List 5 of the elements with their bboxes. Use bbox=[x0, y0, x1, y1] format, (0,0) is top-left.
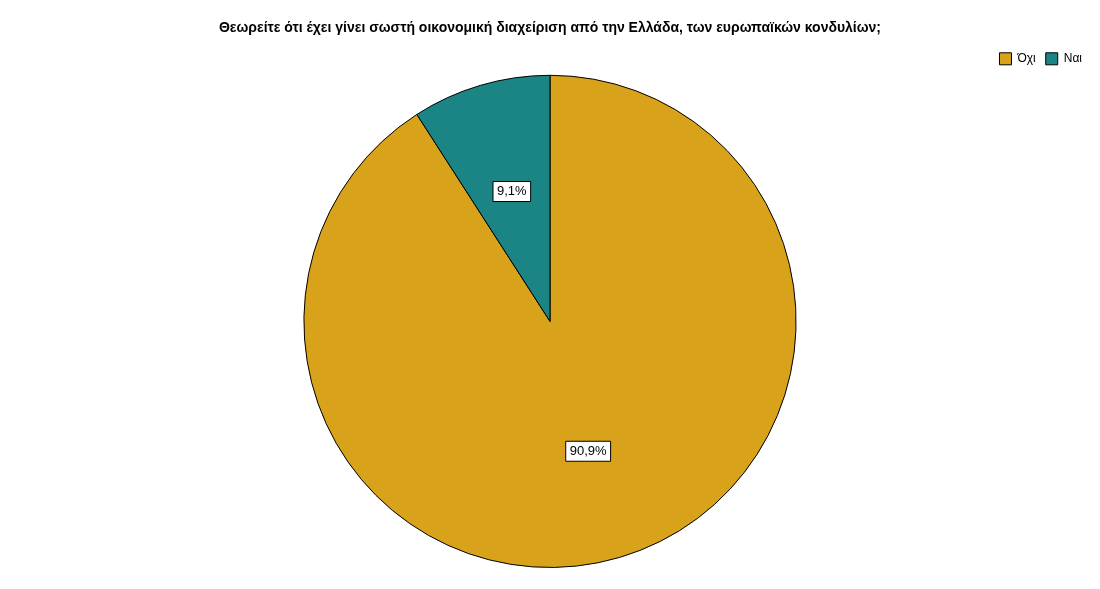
legend-label: Όχι bbox=[1016, 51, 1037, 66]
data-label: 9,1% bbox=[497, 183, 528, 199]
legend-label: Ναι bbox=[1063, 51, 1083, 66]
data-label: 90,9% bbox=[569, 442, 608, 458]
chart-title: Θεωρείτε ότι έχει γίνει σωστή οικονομική διαχείριση από την Ελλάδα, των ευρωπαϊκών κονδυλίων; bbox=[218, 19, 882, 36]
